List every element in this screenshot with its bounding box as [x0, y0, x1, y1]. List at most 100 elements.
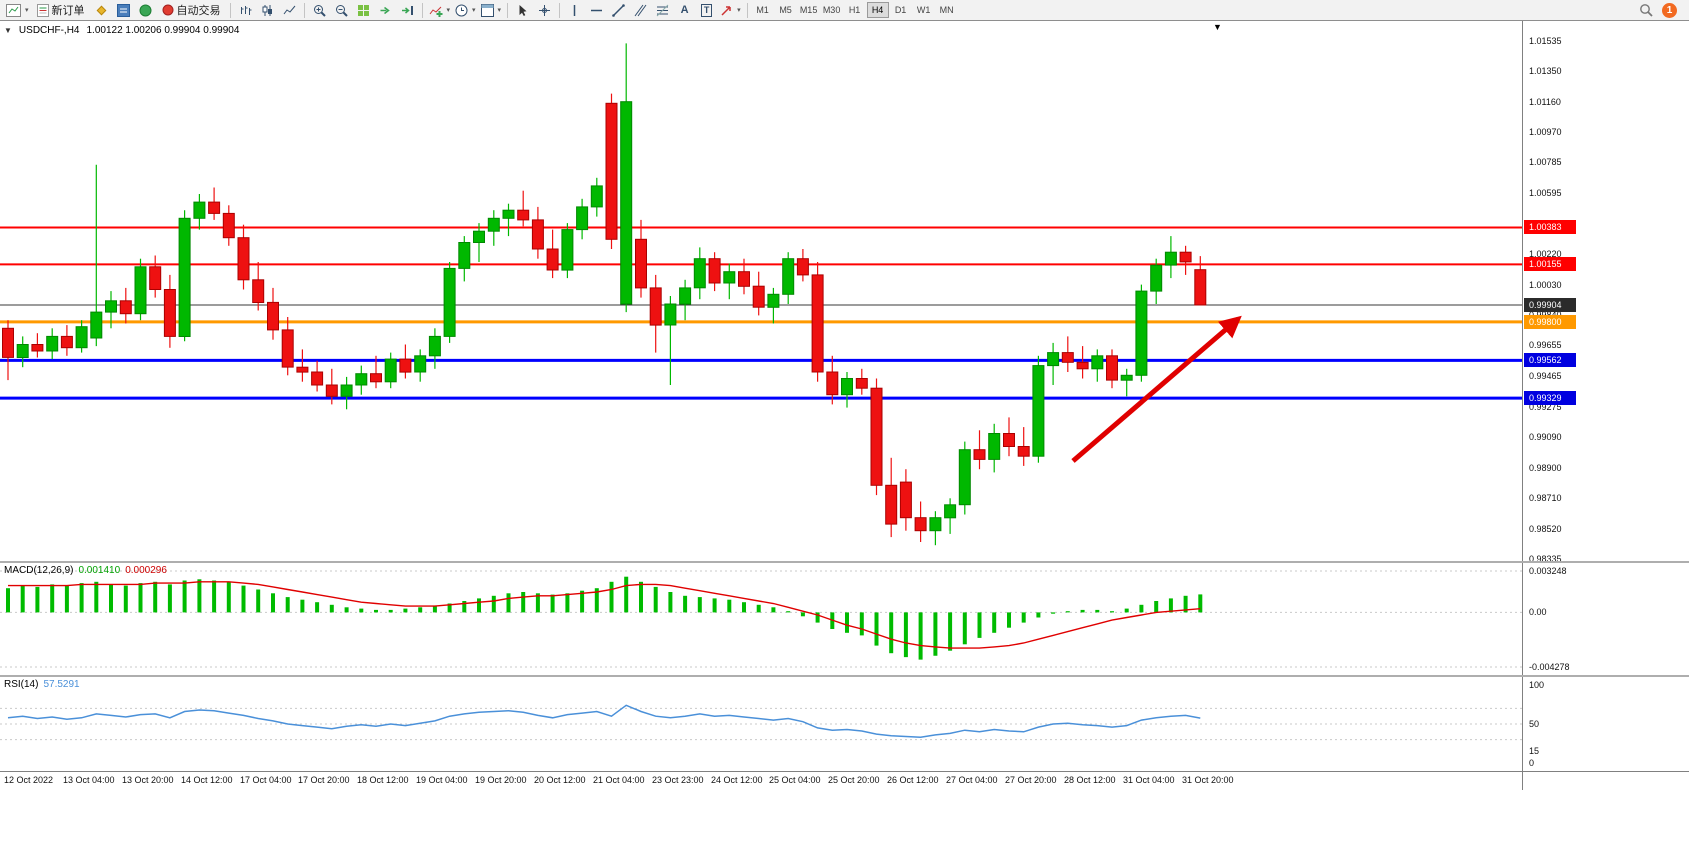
crosshair-button[interactable]: [534, 1, 555, 19]
rsi-line: [7, 704, 1201, 739]
timeframe-h4[interactable]: H4: [866, 2, 889, 18]
new-order-icon: [36, 3, 49, 17]
trendline-button[interactable]: [608, 1, 629, 19]
indicators-button[interactable]: ▾: [427, 1, 453, 19]
macd-panel[interactable]: 0.003248 0.00 -0.004278 MACD(12,26,9) 0.00…: [0, 563, 1689, 675]
strategy-tester-icon: [139, 4, 152, 16]
autotrading-icon: [162, 4, 174, 16]
horizontal-line-icon: [591, 9, 603, 11]
vertical-line-button[interactable]: [564, 1, 585, 19]
price-scale-label: 0.99655: [1529, 340, 1562, 350]
rsi-title: RSI(14): [4, 679, 39, 690]
one-click-trading-toggle[interactable]: ▼: [4, 26, 12, 35]
timeframe-m1[interactable]: M1: [756, 5, 769, 15]
line-chart-button[interactable]: [279, 1, 300, 19]
price-scale-label: 1.01350: [1529, 66, 1562, 76]
zoom-in-button[interactable]: [309, 1, 330, 19]
label-button[interactable]: T: [696, 1, 717, 19]
arrow-objects-button[interactable]: ▾: [718, 1, 743, 19]
fibonacci-icon: [656, 4, 669, 16]
line-chart-icon: [283, 5, 295, 14]
rsi-scale-label: 15: [1529, 746, 1540, 756]
macd-canvas[interactable]: [0, 563, 1522, 680]
symbol-period-label: USDCHF-,H4: [18, 25, 80, 36]
chart-window: 1.01535 1.01350 1.01160 1.00970 1.00785 1.005…: [0, 21, 1689, 790]
rsi-canvas[interactable]: [0, 677, 1522, 776]
zoom-out-button[interactable]: [331, 1, 352, 19]
price-scale-label: 0.98520: [1529, 524, 1562, 534]
ohlc-values: 1.00122 1.00206 0.99904 0.99904: [86, 25, 240, 36]
panel-separator[interactable]: [0, 561, 1689, 563]
macd-title: MACD(12,26,9): [4, 565, 74, 576]
chart-shift-marker[interactable]: ▼: [1213, 22, 1222, 32]
price-badge: 1.00383: [1524, 220, 1576, 234]
macd-main-value: 0.001410: [78, 565, 121, 576]
search-icon: [1639, 4, 1653, 17]
templates-button[interactable]: ▾: [479, 1, 504, 19]
channel-button[interactable]: [630, 1, 651, 19]
clock-icon: [455, 4, 468, 16]
zoom-in-icon: [313, 4, 326, 17]
timeframe-w1[interactable]: W1: [916, 5, 931, 15]
cursor-button[interactable]: [512, 1, 533, 19]
timeframe-m30[interactable]: M30: [822, 5, 841, 15]
template-icon: [480, 3, 494, 17]
macd-scale-label: 0.003248: [1529, 566, 1567, 576]
rsi-panel[interactable]: 100 50 15 0 RSI(14) 57.5291: [0, 677, 1689, 771]
fibonacci-button[interactable]: [652, 1, 673, 19]
crosshair-icon: [539, 4, 551, 16]
timeframe-h1[interactable]: H1: [848, 5, 861, 15]
chart-shift-icon: [401, 5, 413, 15]
time-axis[interactable]: 12 Oct 2022 13 Oct 04:00 13 Oct 20:00 14 Oc…: [0, 771, 1689, 790]
autotrading-label: 自动交易: [176, 5, 221, 17]
candlestick-chart-button[interactable]: [257, 1, 278, 19]
new-chart-button[interactable]: ▾: [4, 1, 31, 19]
chart-shift-button[interactable]: [397, 1, 418, 19]
time-axis-label: 21 Oct 04:00: [593, 775, 645, 785]
metaeditor-icon: [96, 5, 106, 15]
price-scale-label: 0.99275: [1529, 402, 1562, 412]
bar-chart-button[interactable]: [235, 1, 256, 19]
tile-windows-button[interactable]: [353, 1, 374, 19]
auto-scroll-button[interactable]: [375, 1, 396, 19]
chart-canvas[interactable]: [0, 21, 1522, 566]
price-scale-label: 1.00220: [1529, 249, 1562, 259]
panel-separator[interactable]: [0, 675, 1689, 677]
autotrading-button[interactable]: 自动交易: [157, 1, 226, 19]
timeframe-m15[interactable]: M15: [799, 5, 818, 15]
timeframe-mn[interactable]: MN: [939, 5, 954, 15]
time-axis-label: 17 Oct 04:00: [240, 775, 292, 785]
timeframe-d1[interactable]: D1: [894, 5, 907, 15]
price-scale-label: 0.99090: [1529, 432, 1562, 442]
time-axis-label: 25 Oct 20:00: [828, 775, 880, 785]
channel-icon: [634, 4, 647, 16]
main-chart-panel[interactable]: 1.01535 1.01350 1.01160 1.00970 1.00785 1.005…: [0, 21, 1689, 564]
toolbar-separator: [746, 2, 748, 18]
metaeditor-button[interactable]: [91, 1, 112, 19]
time-axis-label: 23 Oct 23:00: [652, 775, 704, 785]
toolbar-right-group: 1: [1635, 1, 1685, 19]
time-axis-label: 19 Oct 04:00: [416, 775, 468, 785]
trendline-icon: [612, 3, 625, 17]
time-axis-label: 26 Oct 12:00: [887, 775, 939, 785]
price-scale-label: 1.00030: [1529, 280, 1562, 290]
macd-signal-value: 0.000296: [125, 565, 167, 576]
text-button[interactable]: A: [674, 1, 695, 19]
price-scale-label: 0.99465: [1529, 371, 1562, 381]
rsi-scale[interactable]: 100 50 15 0: [1522, 677, 1689, 771]
trend-arrow[interactable]: [1071, 315, 1242, 463]
toolbar-separator: [303, 2, 305, 18]
new-order-button[interactable]: 新订单: [32, 1, 90, 19]
time-axis-label: 13 Oct 20:00: [122, 775, 174, 785]
notification-badge[interactable]: 1: [1662, 2, 1677, 18]
search-button[interactable]: [1635, 1, 1656, 19]
auto-scroll-icon: [380, 6, 390, 14]
timeframe-m5[interactable]: M5: [779, 5, 792, 15]
terminal-button[interactable]: [113, 1, 134, 19]
horizontal-line-button[interactable]: [586, 1, 607, 19]
strategy-tester-button[interactable]: [135, 1, 156, 19]
time-axis-label: 12 Oct 2022: [4, 775, 54, 785]
macd-scale[interactable]: 0.003248 0.00 -0.004278: [1522, 563, 1689, 675]
price-scale[interactable]: 1.01535 1.01350 1.01160 1.00970 1.00785 1.005…: [1522, 21, 1689, 564]
periods-button[interactable]: ▾: [453, 1, 478, 19]
